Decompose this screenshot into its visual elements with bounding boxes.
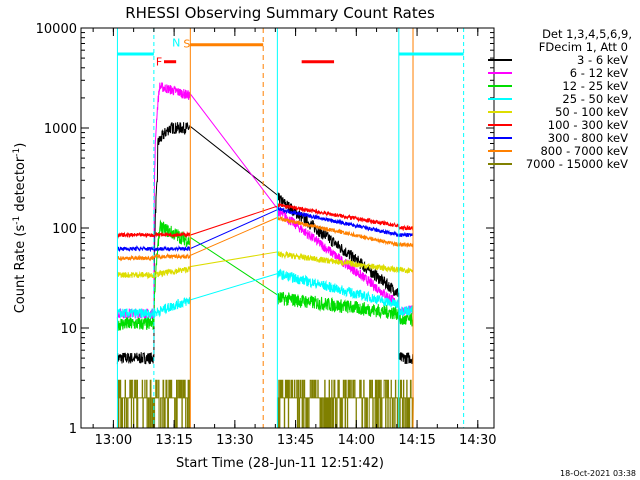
timestamp: 18-Oct-2021 03:38 [560, 469, 636, 478]
axis-ticks: 13:00 13:15 13:30 13:45 14:00 14:15 14:30 1 10 10… [36, 22, 497, 448]
x-tick-label: 14:15 [398, 433, 435, 448]
y-axis-label-main: Count Rate (s [13, 225, 28, 314]
legend-entry-6-12kev: 6 - 12 keV [570, 66, 628, 80]
legend-entry-25-50kev: 25 - 50 keV [562, 92, 628, 106]
legend-entry-7000-15000kev: 7000 - 15000 keV [526, 157, 628, 171]
chart-title: RHESSI Observing Summary Count Rates [125, 4, 435, 22]
y-axis-label: Count Rate (s-1 detector-1) [12, 143, 28, 314]
y-tick-label: 10000 [36, 22, 77, 37]
y-axis-label-sup1: -1 [12, 216, 22, 225]
legend-header-1: Det 1,3,4,5,6,9, [542, 27, 632, 41]
y-tick-label: 10 [60, 322, 77, 337]
flag-s: S [183, 37, 190, 50]
series-line-s300800 [117, 205, 414, 253]
x-axis-label: Start Time (28-Jun-11 12:51:42) [176, 456, 384, 471]
legend: Det 1,3,4,5,6,9, FDecim 1, Att 0 3 - 6 k… [488, 27, 632, 171]
y-tick-label: 1 [69, 422, 77, 437]
legend-entry-12-25kev: 12 - 25 keV [562, 79, 628, 93]
y-tick-label: 100 [52, 222, 77, 237]
legend-header-2: FDecim 1, Att 0 [539, 40, 628, 54]
x-tick-label: 14:30 [459, 433, 496, 448]
legend-entry-50-100kev: 50 - 100 keV [555, 105, 628, 119]
flag-f: F [156, 56, 162, 69]
series-line-s36 [116, 122, 414, 365]
plot-frame [80, 27, 495, 429]
series-line-s1225 [116, 219, 414, 331]
x-tick-label: 13:30 [216, 433, 253, 448]
x-tick-label: 13:15 [155, 433, 192, 448]
legend-entry-300-800kev: 300 - 800 keV [548, 131, 628, 145]
y-axis-label-mid: detector [13, 156, 28, 216]
series-line-s2550 [116, 268, 414, 320]
series-line-s100300 [116, 202, 414, 239]
series-line-s50100 [116, 250, 414, 280]
series-line-s612 [116, 82, 414, 320]
plot-area: FN S [116, 28, 465, 429]
y-axis-label-sup2: -1 [12, 148, 22, 157]
y-axis-label-end: ) [13, 143, 28, 148]
x-tick-label: 13:45 [277, 433, 314, 448]
legend-entry-3-6kev: 3 - 6 keV [577, 53, 628, 67]
series-line-s700015000 [117, 379, 414, 429]
flag-n: N [172, 37, 180, 50]
legend-entry-100-300kev: 100 - 300 keV [548, 118, 628, 132]
legend-entry-800-7000kev: 800 - 7000 keV [540, 144, 628, 158]
y-tick-label: 1000 [44, 122, 77, 137]
x-tick-label: 13:00 [95, 433, 132, 448]
x-tick-label: 14:00 [338, 433, 375, 448]
series-line-s8007000 [116, 215, 414, 262]
